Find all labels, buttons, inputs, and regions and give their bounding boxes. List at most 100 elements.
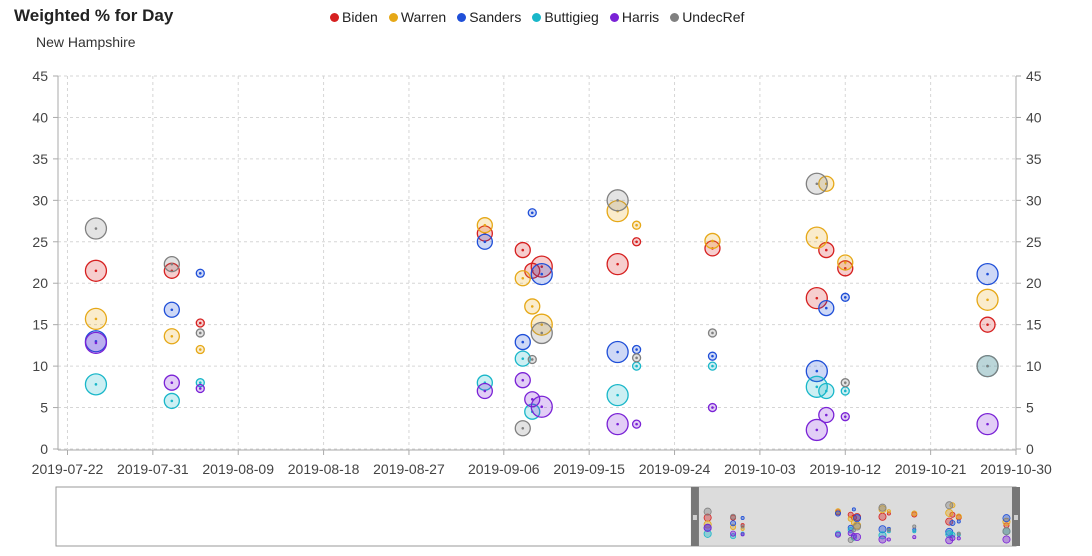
navigator-point [956, 519, 961, 524]
x-tick-label: 2019-08-09 [202, 461, 274, 477]
x-tick-label: 2019-09-06 [468, 461, 540, 477]
data-point-center [815, 369, 819, 373]
navigator-point [945, 536, 954, 545]
navigator-point [730, 513, 737, 520]
data-point-center [521, 357, 525, 360]
y-tick-label-left: 10 [32, 358, 48, 374]
legend-label: UndecRef [682, 9, 745, 25]
data-point-center [540, 265, 544, 268]
data-point-center [843, 381, 847, 384]
data-point-center [635, 240, 638, 244]
y-tick-label-right: 0 [1026, 441, 1034, 457]
navigator-point [730, 520, 737, 527]
data-point-center [616, 393, 619, 397]
navigator-point [703, 529, 712, 538]
y-tick-label-right: 25 [1026, 234, 1042, 250]
navigator-point [1002, 527, 1011, 536]
data-point-center [711, 406, 714, 409]
y-tick-label-right: 10 [1026, 358, 1042, 374]
data-point-center [986, 323, 989, 326]
x-tick-label: 2019-10-30 [980, 461, 1052, 477]
navigator-point [703, 523, 712, 532]
data-point-center [521, 378, 525, 382]
legend-label: Biden [342, 9, 378, 25]
series-sanders [84, 208, 999, 383]
navigator-point [886, 537, 891, 542]
data-point-center [815, 428, 819, 432]
data-point-center [986, 422, 989, 426]
legend-swatch [609, 12, 619, 22]
data-point-center [986, 272, 989, 276]
data-point-center [815, 385, 819, 389]
navigator-point [911, 510, 918, 517]
navigator-point [956, 536, 961, 541]
legend-swatch [532, 12, 542, 22]
data-point-center [530, 211, 534, 215]
y-tick-label-left: 40 [32, 109, 48, 125]
navigator-point [847, 527, 854, 534]
navigator-point [886, 528, 891, 533]
data-point-center [815, 296, 819, 300]
navigator-point [1002, 535, 1011, 544]
data-point-center [170, 399, 174, 403]
navigator-point [703, 507, 712, 516]
data-point-center [198, 321, 202, 325]
navigator-grip [692, 515, 697, 520]
data-point-center [94, 341, 98, 345]
legend-label: Sanders [469, 9, 522, 25]
navigator-point [912, 535, 917, 540]
legend-item-sanders[interactable]: Sanders [457, 9, 521, 25]
legend-item-buttigieg[interactable]: Buttigieg [532, 9, 599, 25]
legend-swatch [670, 12, 680, 22]
data-point-center [824, 389, 828, 393]
data-point-center [540, 323, 544, 326]
data-point-center [170, 381, 174, 384]
data-point-center [824, 413, 828, 417]
data-point-center [94, 317, 98, 321]
legend-item-warren[interactable]: Warren [388, 9, 446, 25]
legend-item-undecref[interactable]: UndecRef [670, 9, 744, 25]
legend-item-harris[interactable]: Harris [609, 9, 659, 25]
data-point-center [170, 262, 174, 266]
x-tick-label: 2019-08-27 [373, 461, 445, 477]
y-tick-label-right: 15 [1026, 317, 1042, 333]
y-tick-label-right: 20 [1026, 275, 1042, 291]
navigator-point [949, 535, 956, 542]
data-point-center [540, 405, 544, 409]
data-point-center [711, 354, 714, 358]
navigator-point [956, 531, 961, 536]
y-tick-label-left: 35 [32, 151, 48, 167]
data-point-center [711, 331, 714, 335]
data-point-center [711, 364, 714, 368]
navigator-point [853, 532, 862, 541]
data-point-center [843, 261, 847, 264]
data-point-center [986, 298, 989, 302]
data-point-center [616, 422, 619, 426]
data-point-center [616, 350, 619, 354]
chart-title: Weighted % for Day [14, 6, 174, 25]
navigator-point [945, 517, 954, 526]
data-point-center [521, 248, 525, 252]
series-warren [84, 175, 999, 355]
y-tick-label-left: 25 [32, 234, 48, 250]
data-point-center [521, 426, 525, 430]
navigator-point [878, 512, 887, 521]
data-point-center [843, 415, 847, 418]
data-point-center [815, 236, 819, 239]
data-point-center [843, 267, 847, 270]
data-point-center [530, 358, 534, 361]
data-point-center [843, 296, 847, 299]
legend-item-biden[interactable]: Biden [330, 9, 378, 25]
navigator-point [851, 507, 856, 512]
x-tick-label: 2019-08-18 [288, 461, 360, 477]
y-tick-label-left: 45 [32, 68, 48, 84]
data-point-center [94, 227, 98, 230]
navigator-point [878, 535, 887, 544]
data-point-center [94, 269, 98, 273]
x-tick-label: 2019-09-24 [639, 461, 711, 477]
data-point-center [198, 271, 202, 275]
data-point-center [170, 308, 174, 312]
data-point-center [635, 364, 638, 368]
points [84, 172, 999, 442]
